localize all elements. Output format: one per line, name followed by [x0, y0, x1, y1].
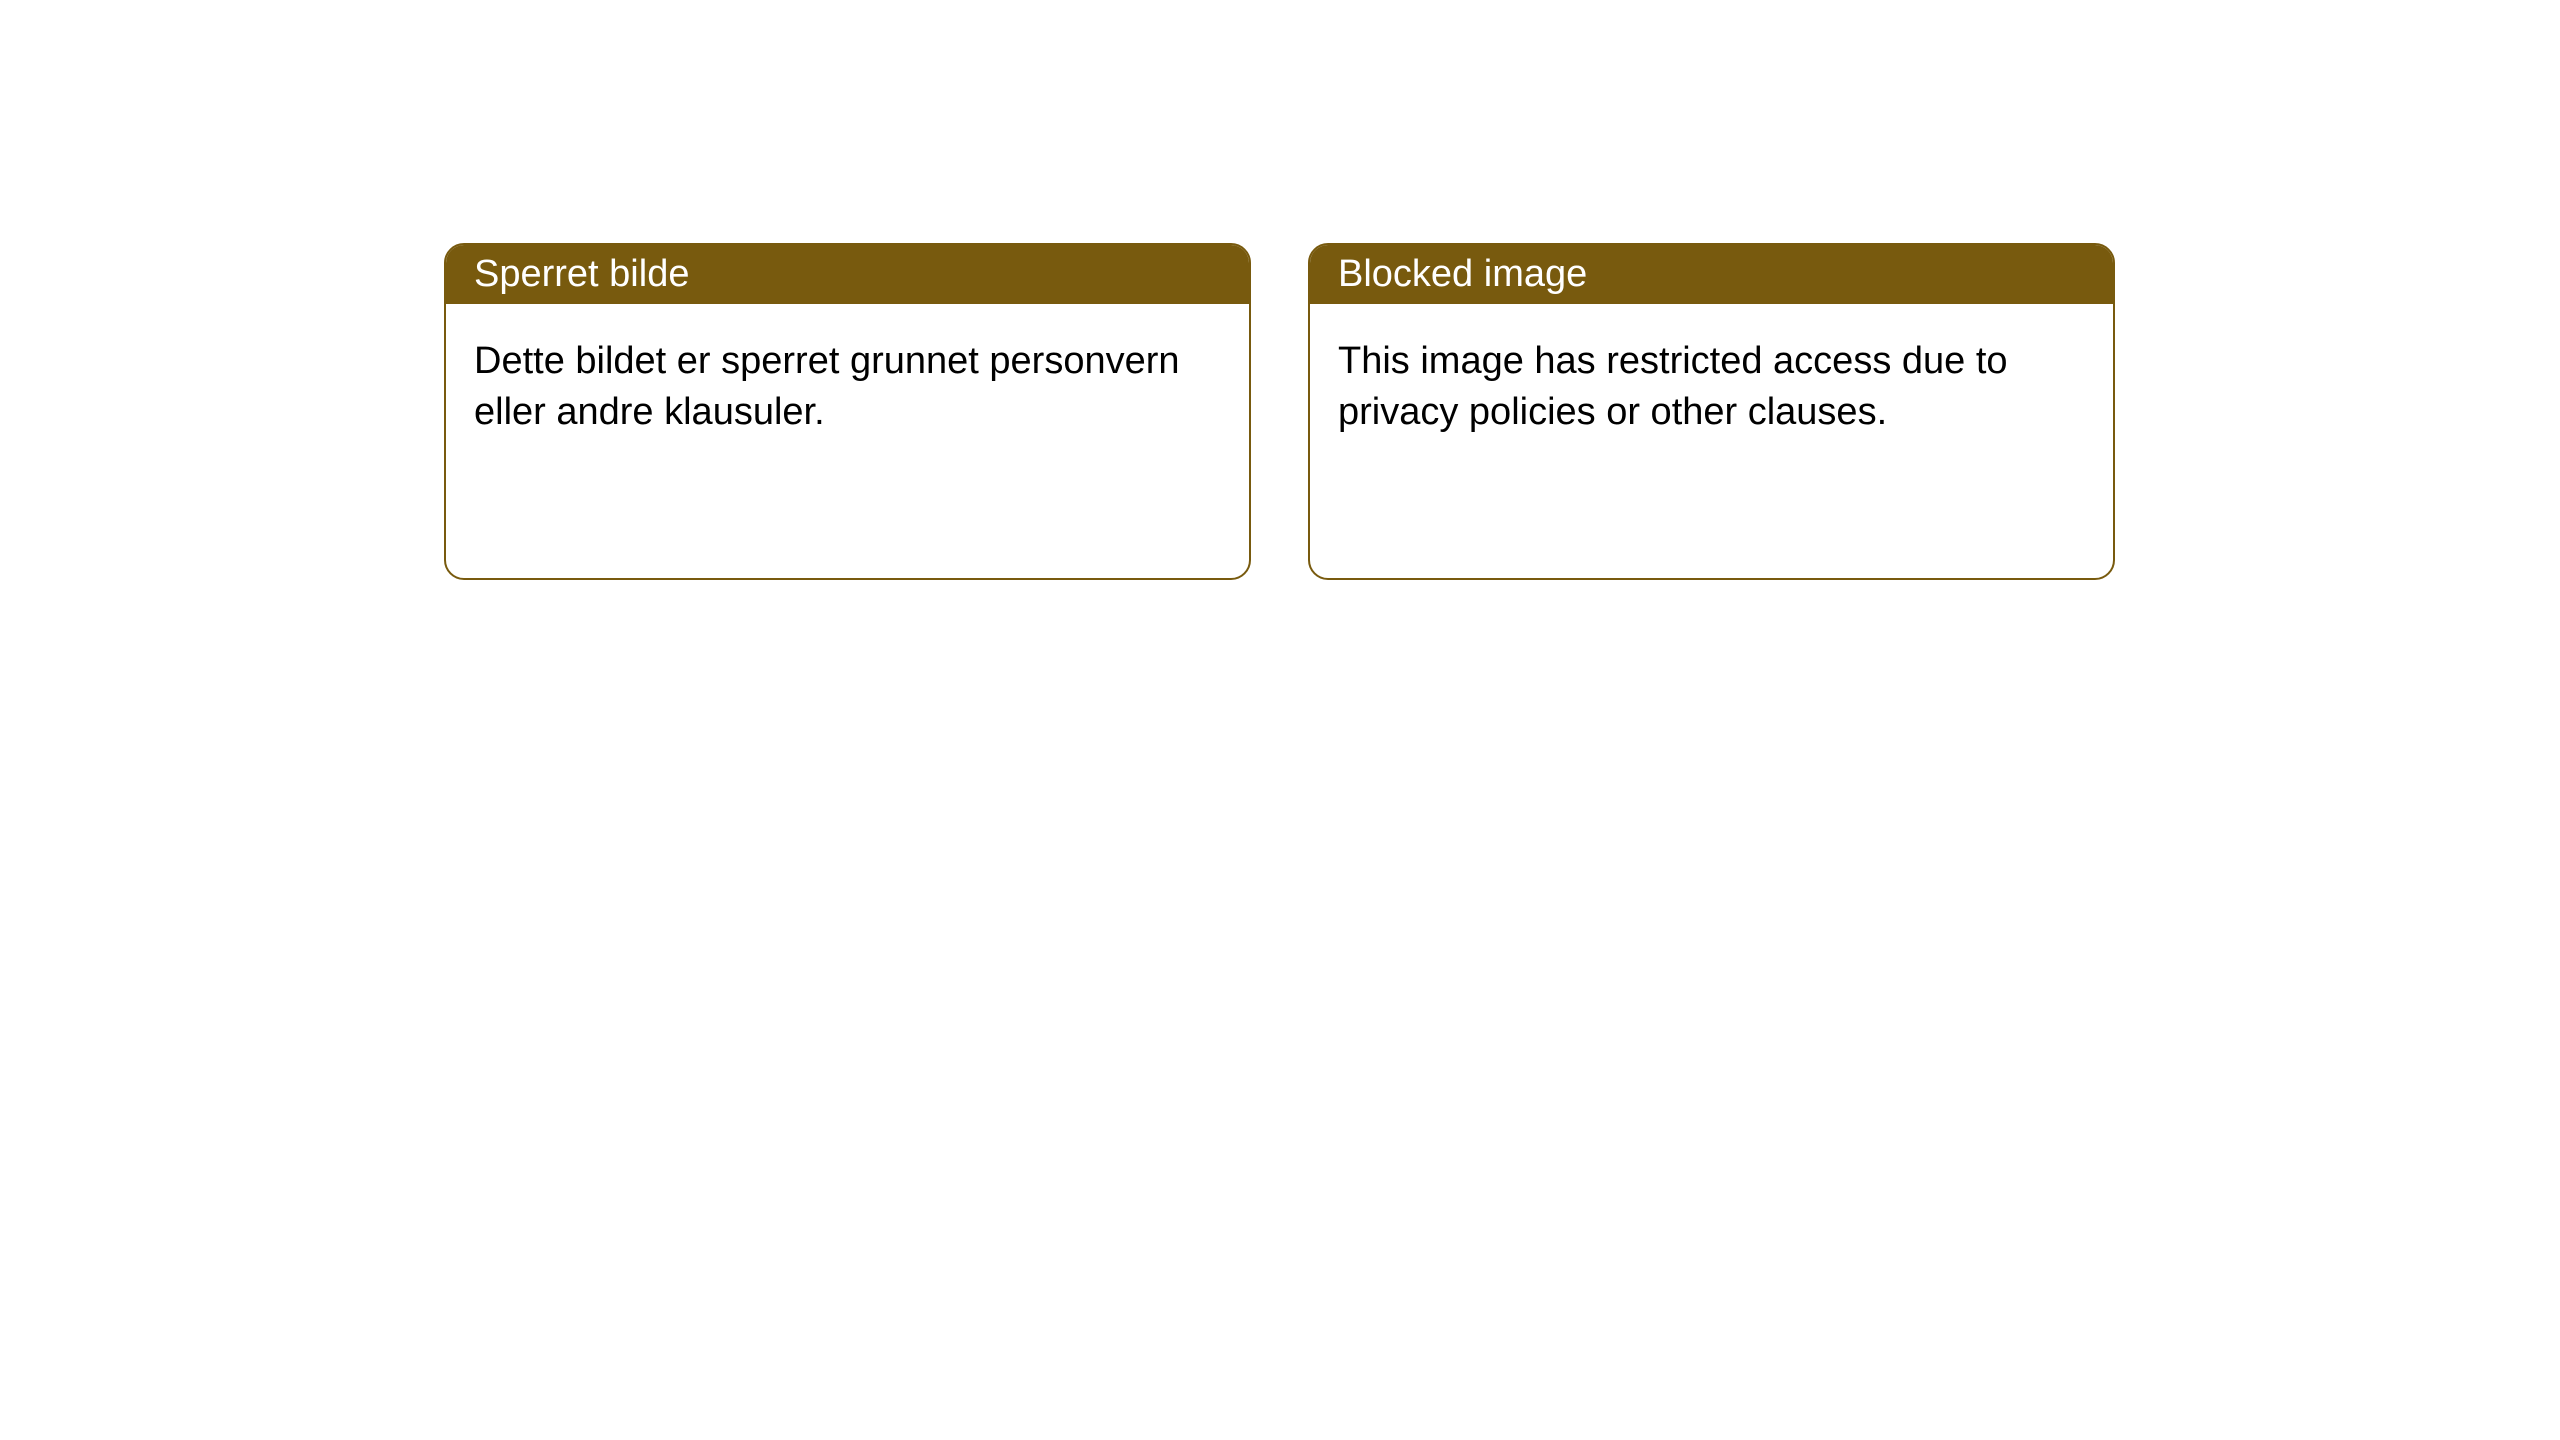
notice-body: Dette bildet er sperret grunnet personve… — [446, 304, 1249, 471]
notice-box-norwegian: Sperret bilde Dette bildet er sperret gr… — [444, 243, 1251, 580]
notice-body: This image has restricted access due to … — [1310, 304, 2113, 471]
notice-box-english: Blocked image This image has restricted … — [1308, 243, 2115, 580]
notices-container: Sperret bilde Dette bildet er sperret gr… — [444, 243, 2115, 580]
notice-header: Sperret bilde — [446, 245, 1249, 304]
notice-header: Blocked image — [1310, 245, 2113, 304]
